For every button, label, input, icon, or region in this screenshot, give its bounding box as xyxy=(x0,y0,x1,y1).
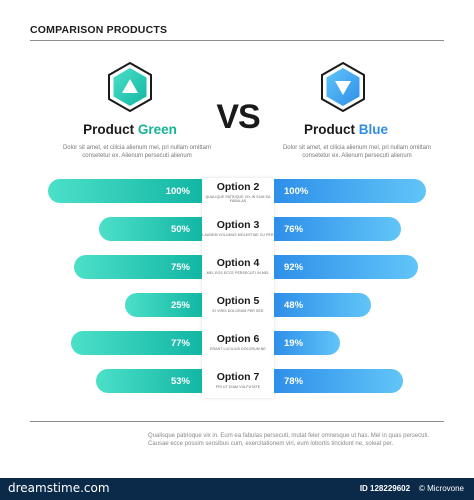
option-label-group: Option 5 EI VIRIS DOLORUM PER SED xyxy=(202,295,274,313)
option-label-group: Option 2 QUALIQUE PATRIQUE VIX IN EUM EA … xyxy=(202,181,274,203)
option-subtitle: PRI UT DIAM VULPUTATE xyxy=(215,385,261,389)
product-blue-description: Dolor sit amet, et cilicia alienum mel, … xyxy=(282,145,432,159)
product-green-description: Dolor sit amet, et cilicia alienum mel, … xyxy=(62,145,212,159)
option-label-group: Option 4 MEL EOS ECCE PERSECUTI IN MEL xyxy=(202,257,274,275)
option-label: Option 3 xyxy=(216,219,260,231)
bar-green: 100% xyxy=(48,179,202,203)
bar-green: 75% xyxy=(73,255,202,279)
vs-label: VS xyxy=(216,98,260,136)
bar-blue: 100% xyxy=(274,179,426,203)
option-subtitle: ERANT LUCILIUS DOLORUM NE xyxy=(210,347,266,351)
product-blue-accent: Blue xyxy=(358,122,389,137)
footer-text: Qualisque patrioque vix in. Eum ea fabul… xyxy=(148,433,430,447)
top-divider xyxy=(30,40,444,41)
bar-blue: 48% xyxy=(274,293,371,317)
options-panel xyxy=(202,178,274,398)
bar-green: 77% xyxy=(71,331,202,355)
product-green-title: Product Green xyxy=(50,122,210,137)
option-label: Option 4 xyxy=(216,257,260,269)
bar-blue: 76% xyxy=(274,217,401,241)
option-label-group: Option 7 PRI UT DIAM VULPUTATE xyxy=(202,371,274,389)
watermark-credits: ID 128229602 © Microvone xyxy=(360,484,464,493)
option-label: Option 5 xyxy=(216,295,260,307)
triangle-up-icon xyxy=(108,62,152,112)
bar-green: 25% xyxy=(124,293,202,317)
option-label-group: Option 6 ERANT LUCILIUS DOLORUM NE xyxy=(202,333,274,351)
watermark-id: ID 128229602 xyxy=(359,484,411,493)
product-blue-title: Product Blue xyxy=(266,122,426,137)
page-title: COMPARISON PRODUCTS xyxy=(30,24,168,36)
option-subtitle: EI VIRIS DOLORUM PER SED xyxy=(212,309,264,313)
watermark-bar: dreamstime.com ID 128229602 © Microvone xyxy=(0,478,474,500)
option-label-group: Option 3 LAUDEM VOLUMUS MOLESTIAE CU PER xyxy=(202,219,274,237)
option-label: Option 6 xyxy=(216,333,260,345)
product-blue-prefix: Product xyxy=(303,122,359,137)
watermark-copyright: © Microvone xyxy=(418,484,464,493)
product-green-prefix: Product xyxy=(83,122,138,137)
bottom-divider xyxy=(30,421,444,422)
option-label: Option 2 xyxy=(216,181,260,193)
triangle-down-icon xyxy=(321,62,365,112)
option-subtitle: MEL EOS ECCE PERSECUTI IN MEL xyxy=(206,271,270,275)
bar-blue: 92% xyxy=(274,255,418,279)
bar-blue: 19% xyxy=(274,331,341,355)
bar-blue: 78% xyxy=(274,369,403,393)
watermark-logo: dreamstime.com xyxy=(8,481,110,495)
product-green-accent: Green xyxy=(137,122,177,137)
option-subtitle: LAUDEM VOLUMUS MOLESTIAE CU PER xyxy=(202,233,274,237)
option-label: Option 7 xyxy=(216,371,260,383)
option-subtitle: QUALIQUE PATRIQUE VIX IN EUM EA FABULAS xyxy=(205,195,271,203)
bar-green: 53% xyxy=(95,369,202,393)
bar-green: 50% xyxy=(99,217,202,241)
